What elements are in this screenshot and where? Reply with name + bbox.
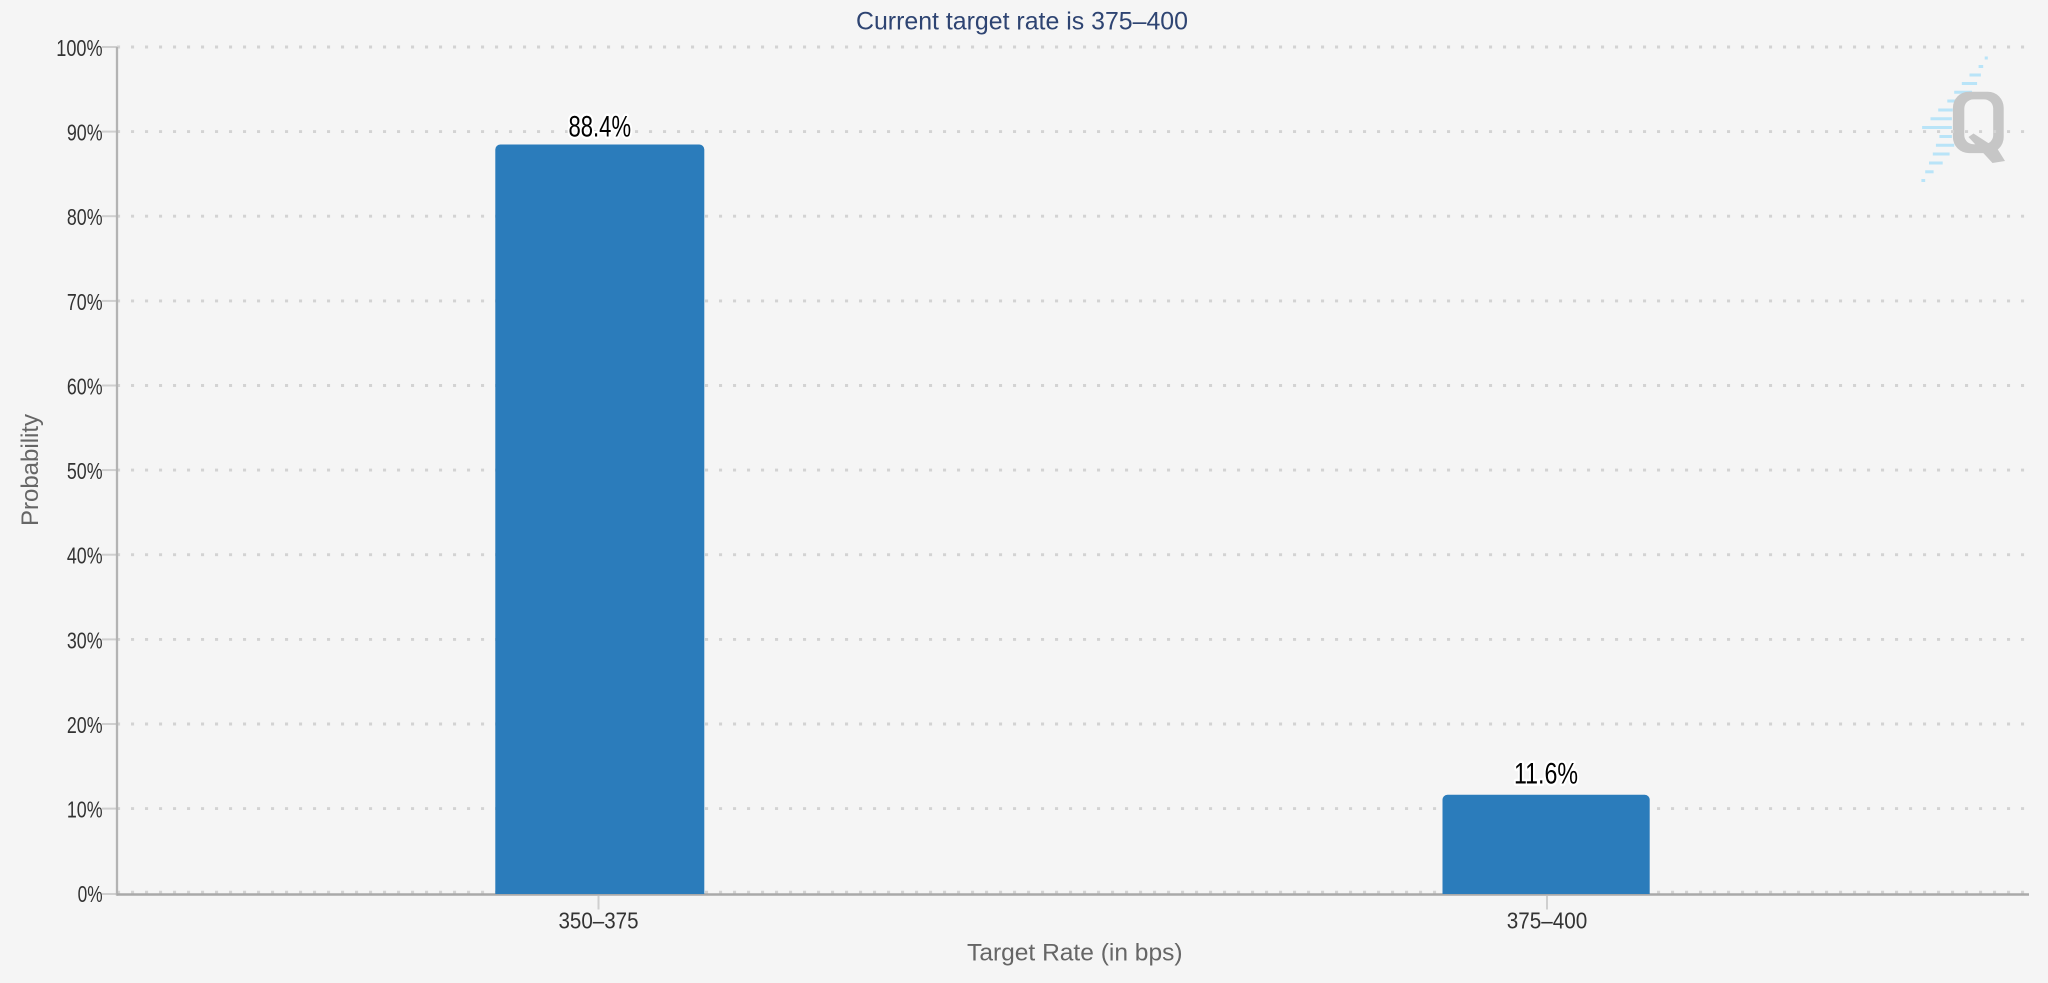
svg-text:11.6%: 11.6%	[1514, 758, 1578, 791]
svg-text:30%: 30%	[67, 627, 103, 653]
svg-text:50%: 50%	[67, 458, 103, 484]
svg-text:40%: 40%	[67, 543, 103, 569]
svg-text:Probability: Probability	[17, 414, 44, 526]
svg-text:10%: 10%	[67, 797, 103, 823]
svg-text:20%: 20%	[67, 712, 103, 738]
svg-text:88.4%: 88.4%	[569, 110, 632, 143]
svg-text:Current target rate is 375–400: Current target rate is 375–400	[856, 8, 1188, 36]
svg-text:Target Rate (in bps): Target Rate (in bps)	[967, 939, 1183, 966]
svg-text:350–375: 350–375	[559, 908, 639, 934]
svg-text:375–400: 375–400	[1507, 908, 1588, 934]
svg-text:60%: 60%	[67, 373, 103, 399]
svg-text:70%: 70%	[67, 289, 103, 315]
svg-text:0%: 0%	[78, 881, 103, 907]
svg-text:80%: 80%	[67, 204, 103, 230]
svg-text:100%: 100%	[56, 35, 102, 61]
svg-text:90%: 90%	[67, 120, 103, 146]
